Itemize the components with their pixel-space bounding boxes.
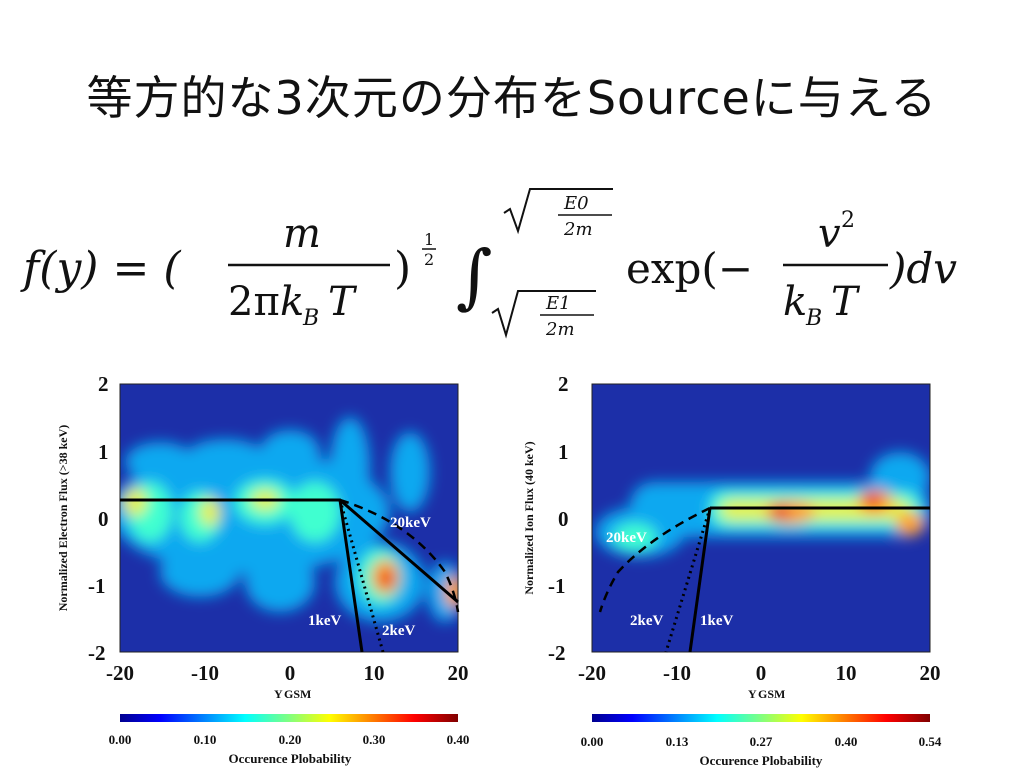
- electron-y-ticks: 2 1 0 -1 -2: [88, 372, 109, 665]
- ion-x-axis-subscript: GSM: [758, 687, 785, 701]
- colorbar-tick: 0.20: [279, 732, 302, 747]
- y-tick: -2: [88, 641, 106, 665]
- formula-tail: )dv: [889, 244, 957, 293]
- ion-colorbar: [592, 714, 930, 722]
- y-tick: 1: [98, 440, 109, 464]
- formula: f(y) = ( m 2π k B T ) 1 2 ∫ E0 2m E1 2m …: [20, 188, 957, 340]
- x-tick: 10: [364, 661, 385, 685]
- formula-fraction-den-prefix: 2π: [228, 279, 280, 325]
- formula-lower-num: E1: [545, 293, 571, 314]
- ion-colorbar-ticks: 0.00 0.13 0.27 0.40 0.54: [581, 734, 942, 749]
- formula-exponent-denominator: 2: [424, 250, 434, 269]
- colorbar-tick: 0.13: [666, 734, 689, 749]
- formula-power-close: ): [394, 243, 411, 294]
- colorbar-tick: 0.30: [363, 732, 386, 747]
- ion-2kev-curve: [664, 507, 712, 653]
- colorbar-tick: 0.10: [194, 732, 217, 747]
- formula-upper-num: E0: [563, 193, 589, 214]
- formula-k2-symbol: k: [783, 279, 807, 325]
- ion-y-ticks: 2 1 0 -1 -2: [548, 372, 569, 665]
- electron-1kev-curve: [338, 499, 364, 653]
- electron-y-axis-label: Normalized Electron Flux (>38 keV): [56, 425, 70, 612]
- formula-T2-symbol: T: [831, 279, 861, 325]
- x-tick: -20: [578, 661, 606, 685]
- ion-1kev-curve: [688, 507, 712, 653]
- ion-colorbar-label: Occurence Plobability: [700, 753, 823, 768]
- electron-curves: [120, 498, 460, 653]
- ion-plot-frame: [591, 383, 931, 653]
- electron-label-1kev: 1keV: [308, 613, 342, 629]
- electron-label-2kev: 2keV: [382, 623, 416, 639]
- electron-colorbar: [120, 714, 458, 722]
- electron-colorbar-label: Occurence Plobability: [229, 751, 352, 766]
- electron-flux-figure: 20keV 1keV 2keV 2 1 0 -1 -2 Normalized E…: [56, 372, 470, 766]
- colorbar-tick: 0.00: [109, 732, 132, 747]
- y-tick: -2: [548, 641, 566, 665]
- slide-title: 等方的な3次元の分布をSourceに与える: [86, 71, 938, 125]
- formula-exponent-numerator: 1: [424, 230, 434, 249]
- formula-T-symbol: T: [328, 279, 358, 325]
- y-tick: -1: [88, 574, 106, 598]
- ion-x-ticks: -20 -10 0 10 20: [578, 661, 941, 685]
- ion-label-20kev: 20keV: [606, 530, 647, 546]
- formula-v-superscript: 2: [841, 208, 855, 233]
- y-tick: 0: [558, 507, 569, 531]
- x-tick: -10: [191, 661, 219, 685]
- x-tick: 20: [448, 661, 469, 685]
- electron-heatmap: [120, 384, 458, 652]
- x-tick: 10: [836, 661, 857, 685]
- formula-k-subscript: B: [302, 306, 319, 331]
- formula-k-symbol: k: [280, 279, 304, 325]
- ion-curves: [598, 506, 930, 653]
- x-tick: -10: [663, 661, 691, 685]
- formula-fraction-numerator: m: [283, 211, 321, 257]
- colorbar-tick: 0.00: [581, 734, 604, 749]
- formula-upper-sqrt: [503, 188, 613, 235]
- electron-colorbar-ticks: 0.00 0.10 0.20 0.30 0.40: [109, 732, 470, 747]
- electron-2kev-curve: [338, 499, 385, 653]
- y-tick: 2: [558, 372, 569, 396]
- electron-x-axis-label: Y: [274, 687, 283, 701]
- formula-exp-function: exp(−: [626, 244, 753, 293]
- x-tick: 20: [920, 661, 941, 685]
- ion-x-axis-label: Y: [748, 687, 757, 701]
- electron-plot-frame: [119, 383, 459, 653]
- y-tick: 0: [98, 507, 109, 531]
- ion-20kev-curve: [598, 506, 711, 613]
- y-tick: 1: [558, 440, 569, 464]
- formula-lhs: f(y) = (: [20, 243, 181, 294]
- electron-x-axis-subscript: GSM: [284, 687, 311, 701]
- ion-label-1kev: 1keV: [700, 613, 734, 629]
- colorbar-tick: 0.40: [447, 732, 470, 747]
- colorbar-tick: 0.27: [750, 734, 773, 749]
- y-tick: 2: [98, 372, 109, 396]
- formula-upper-den: 2m: [563, 219, 593, 240]
- electron-20kev-curve: [339, 498, 460, 613]
- formula-integral-sign: ∫: [456, 235, 492, 317]
- electron-label-20kev: 20keV: [390, 515, 431, 531]
- formula-v-symbol: v: [818, 211, 841, 257]
- x-tick: 0: [285, 661, 296, 685]
- formula-lower-den: 2m: [545, 319, 575, 340]
- electron-x-ticks: -20 -10 0 10 20: [106, 661, 469, 685]
- ion-heatmap: [592, 384, 930, 652]
- x-tick: 0: [756, 661, 767, 685]
- ion-flux-figure: 20keV 2keV 1keV 2 1 0 -1 -2 Normalized I…: [522, 372, 942, 768]
- y-tick: -1: [548, 574, 566, 598]
- colorbar-tick: 0.40: [835, 734, 858, 749]
- colorbar-tick: 0.54: [919, 734, 942, 749]
- formula-k2-subscript: B: [805, 306, 822, 331]
- formula-lower-sqrt: [491, 290, 596, 339]
- ion-label-2kev: 2keV: [630, 613, 664, 629]
- ion-y-axis-label: Normalized Ion Flux (40 keV): [522, 441, 536, 594]
- x-tick: -20: [106, 661, 134, 685]
